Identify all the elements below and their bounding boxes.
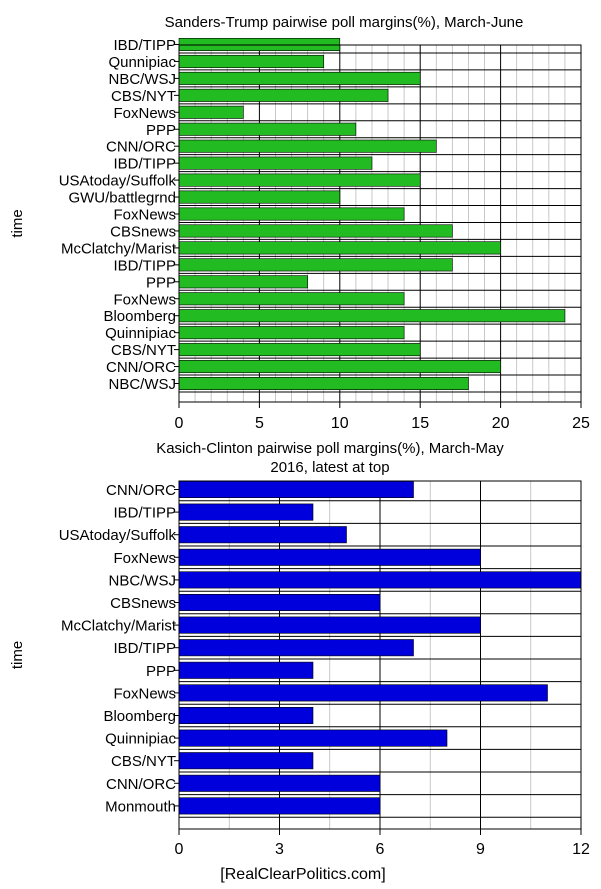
y-tick-label: CBS/NYT bbox=[111, 753, 176, 770]
bar bbox=[178, 173, 421, 187]
bar bbox=[178, 774, 381, 792]
y-tick-label: Quinnipiac bbox=[105, 731, 176, 748]
y-tick-label: IBD/TIPP bbox=[113, 640, 176, 657]
y-tick-label: IBD/TIPP bbox=[113, 505, 176, 522]
bar bbox=[178, 548, 481, 566]
x-tick-label: 9 bbox=[476, 841, 485, 858]
x-tick-label: 0 bbox=[175, 415, 184, 432]
y-tick-label: CBS/NYT bbox=[111, 88, 176, 105]
x-tick-label: 25 bbox=[572, 415, 590, 432]
bar bbox=[178, 360, 501, 374]
y-tick-label: McClatchy/Marist bbox=[61, 240, 177, 257]
x-tick-label: 12 bbox=[572, 841, 590, 858]
bar bbox=[178, 661, 314, 679]
bar bbox=[178, 241, 501, 255]
bar bbox=[178, 752, 314, 770]
bar bbox=[178, 122, 357, 136]
bar bbox=[178, 526, 347, 544]
y-tick-label: McClatchy/Marist bbox=[61, 618, 177, 635]
y-tick-label: Bloomberg bbox=[103, 708, 176, 725]
bar bbox=[178, 616, 481, 634]
x-axis-label: [RealClearPolitics.com] bbox=[220, 866, 385, 883]
y-tick-label: GWU/battlegrnd bbox=[68, 190, 176, 207]
y-tick-label: FoxNews bbox=[113, 207, 176, 224]
y-axis-label: time bbox=[9, 209, 26, 237]
y-tick-label: USAtoday/Suffolk bbox=[59, 173, 177, 190]
chart-title: Sanders-Trump pairwise poll margins(%), … bbox=[165, 14, 524, 31]
y-tick-label: CBSnews bbox=[110, 223, 176, 240]
chart-title: Kasich-Clinton pairwise poll margins(%),… bbox=[156, 440, 504, 457]
y-tick-label: CNN/ORC bbox=[106, 482, 176, 499]
bar bbox=[178, 292, 405, 306]
y-tick-label: IBD/TIPP bbox=[113, 257, 176, 274]
y-tick-label: Monmouth bbox=[105, 798, 176, 815]
bar bbox=[178, 326, 405, 340]
y-tick-label: CNN/ORC bbox=[106, 776, 176, 793]
bar bbox=[178, 480, 414, 498]
x-tick-label: 20 bbox=[492, 415, 510, 432]
y-tick-label: FoxNews bbox=[113, 685, 176, 702]
bar bbox=[178, 684, 548, 702]
bar bbox=[178, 88, 389, 102]
y-tick-label: CBS/NYT bbox=[111, 342, 176, 359]
y-tick-label: CNN/ORC bbox=[106, 359, 176, 376]
x-tick-label: 10 bbox=[331, 415, 349, 432]
y-tick-label: FoxNews bbox=[113, 105, 176, 122]
bar bbox=[178, 706, 314, 724]
y-tick-label: FoxNews bbox=[113, 550, 176, 567]
y-tick-label: NBC/WSJ bbox=[109, 376, 177, 393]
y-tick-label: IBD/TIPP bbox=[113, 156, 176, 173]
bar bbox=[178, 571, 582, 589]
y-tick-label: PPP bbox=[146, 122, 176, 139]
x-tick-label: 15 bbox=[411, 415, 429, 432]
y-tick-label: NBC/WSJ bbox=[109, 572, 177, 589]
chart-title: 2016, latest at top bbox=[270, 459, 389, 476]
bar bbox=[178, 71, 421, 85]
plot-frame bbox=[178, 44, 582, 403]
y-tick-label: USAtoday/Suffolk bbox=[59, 527, 177, 544]
bar bbox=[178, 797, 381, 815]
y-tick-label: CBSnews bbox=[110, 595, 176, 612]
y-tick-label: FoxNews bbox=[113, 291, 176, 308]
bar bbox=[178, 309, 566, 323]
bar bbox=[178, 343, 421, 357]
bar bbox=[178, 376, 469, 390]
bar bbox=[178, 190, 341, 204]
y-tick-label: Quinnipiac bbox=[105, 325, 176, 342]
y-tick-label: Bloomberg bbox=[103, 308, 176, 325]
bar bbox=[178, 207, 405, 221]
bar bbox=[178, 258, 453, 272]
chart-panel-2: Kasich-Clinton pairwise poll margins(%),… bbox=[9, 440, 590, 883]
y-tick-label: PPP bbox=[146, 274, 176, 291]
x-tick-label: 3 bbox=[275, 841, 284, 858]
y-tick-label: Qunnipiac bbox=[108, 54, 176, 71]
y-tick-label: IBD/TIPP bbox=[113, 37, 176, 54]
bar bbox=[178, 54, 325, 68]
x-tick-label: 5 bbox=[255, 415, 264, 432]
bar bbox=[178, 503, 314, 521]
y-tick-label: CNN/ORC bbox=[106, 139, 176, 156]
bar bbox=[178, 275, 308, 289]
chart-panel-1: Sanders-Trump pairwise poll margins(%), … bbox=[9, 14, 590, 432]
y-axis-label: time bbox=[9, 641, 26, 669]
y-tick-label: NBC/WSJ bbox=[109, 71, 177, 88]
bar bbox=[178, 729, 448, 747]
bar bbox=[178, 105, 244, 119]
bar bbox=[178, 224, 453, 238]
bar bbox=[178, 639, 414, 657]
x-tick-label: 6 bbox=[376, 841, 385, 858]
bar bbox=[178, 593, 381, 611]
x-tick-label: 0 bbox=[175, 841, 184, 858]
bar bbox=[178, 139, 437, 153]
y-tick-label: PPP bbox=[146, 663, 176, 680]
bar bbox=[178, 156, 373, 170]
